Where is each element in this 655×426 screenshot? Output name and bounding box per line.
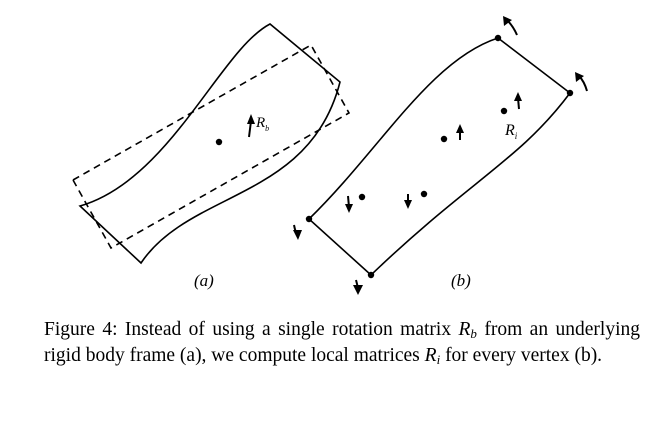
center-point [215, 138, 223, 146]
rotation-label-ri: Ri [504, 122, 518, 141]
arrow-up-icon [247, 114, 255, 138]
rigid-body-frame [71, 43, 351, 250]
caption-math-rb: Rb [458, 319, 477, 341]
panel-a [71, 23, 351, 265]
figure-4: Rb (a) [71, 16, 588, 295]
deformed-body-b [307, 37, 572, 277]
vertex-points [305, 34, 574, 279]
caption-middle: from an underlying rigid body frame (a),… [44, 319, 640, 366]
figure-caption: Figure 4: Instead of using a single rota… [44, 317, 640, 369]
panel-a-label: (a) [194, 271, 214, 290]
caption-prefix: Figure 4: Instead of using a single rota… [44, 319, 459, 340]
rotation-arrow-icons [293, 16, 588, 295]
panel-b-label: (b) [451, 271, 471, 290]
deformed-body-a [78, 23, 341, 265]
rotation-label-rb: Rb [255, 115, 269, 133]
figure-canvas: Rb (a) [71, 16, 588, 295]
caption-math-ri: Ri [424, 345, 441, 367]
caption-suffix: for every vertex (b). [440, 345, 603, 366]
